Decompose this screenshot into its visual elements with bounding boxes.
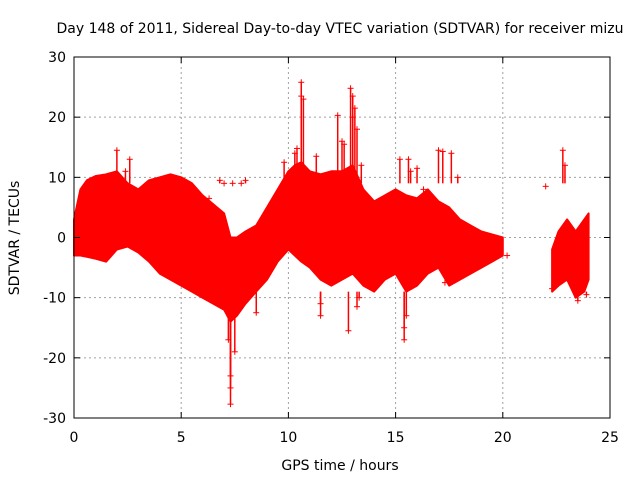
data-point — [238, 180, 245, 187]
data-point — [351, 105, 358, 184]
y-tick-label: 10 — [48, 170, 66, 186]
data-band-late — [551, 212, 590, 299]
y-tick-label: 30 — [48, 50, 66, 66]
x-tick-label: 10 — [279, 430, 297, 446]
data-point — [435, 147, 442, 184]
data-point — [583, 291, 590, 298]
data-point — [334, 112, 341, 184]
data-point — [439, 148, 446, 184]
data-point — [549, 285, 556, 292]
data-point — [242, 177, 249, 184]
x-tick-label: 15 — [387, 430, 405, 446]
chart-title: Day 148 of 2011, Sidereal Day-to-day VTE… — [57, 21, 624, 37]
data-point — [574, 291, 581, 304]
y-axis-label: SDTVAR / TECUs — [7, 181, 23, 296]
x-axis-label: GPS time / hours — [281, 458, 398, 474]
y-tick-label: 0 — [57, 231, 66, 247]
data-point — [448, 150, 455, 184]
scatter-layer — [113, 79, 590, 408]
y-tick-label: -20 — [43, 351, 66, 367]
data-point — [122, 168, 129, 184]
data-point — [454, 174, 461, 184]
y-tick-label: -30 — [43, 411, 66, 427]
data-point — [354, 126, 361, 184]
data-point — [345, 291, 352, 334]
data-point — [559, 147, 566, 184]
tick-labels: 0 5 10 15 20 25 -30 -20 -10 0 10 20 30 — [43, 50, 619, 446]
data-point — [216, 177, 223, 184]
data-point — [396, 156, 403, 184]
data-point — [420, 186, 427, 193]
y-tick-label: -10 — [43, 291, 66, 307]
data-point — [293, 145, 300, 184]
data-point — [356, 291, 363, 301]
data-point — [227, 291, 234, 408]
x-tick-label: 0 — [70, 430, 79, 446]
data-point — [341, 141, 348, 184]
x-tick-label: 20 — [494, 430, 512, 446]
data-point — [300, 96, 307, 184]
data-point — [281, 159, 288, 184]
data-point — [504, 252, 511, 259]
data-point — [542, 183, 549, 190]
data-point — [414, 165, 421, 184]
data-point — [231, 291, 238, 355]
data-point — [347, 85, 354, 184]
data-point — [313, 153, 320, 184]
data-point — [195, 192, 202, 199]
data-point — [253, 291, 260, 316]
data-band-main — [73, 161, 504, 323]
data-point — [113, 147, 120, 184]
data-point — [339, 138, 345, 184]
x-tick-label: 5 — [177, 430, 186, 446]
data-point — [206, 195, 213, 202]
y-tick-label: 20 — [48, 110, 66, 126]
data-layer — [73, 161, 590, 323]
data-point — [317, 291, 324, 319]
data-point — [354, 291, 361, 310]
x-tick-label: 25 — [601, 430, 619, 446]
data-point — [126, 156, 133, 184]
data-point — [403, 291, 410, 319]
data-point — [407, 168, 414, 184]
data-point — [561, 162, 568, 184]
data-point — [441, 279, 448, 286]
tick-marks — [73, 56, 611, 419]
data-point — [229, 180, 236, 187]
data-point — [221, 180, 228, 187]
data-point — [358, 162, 365, 184]
